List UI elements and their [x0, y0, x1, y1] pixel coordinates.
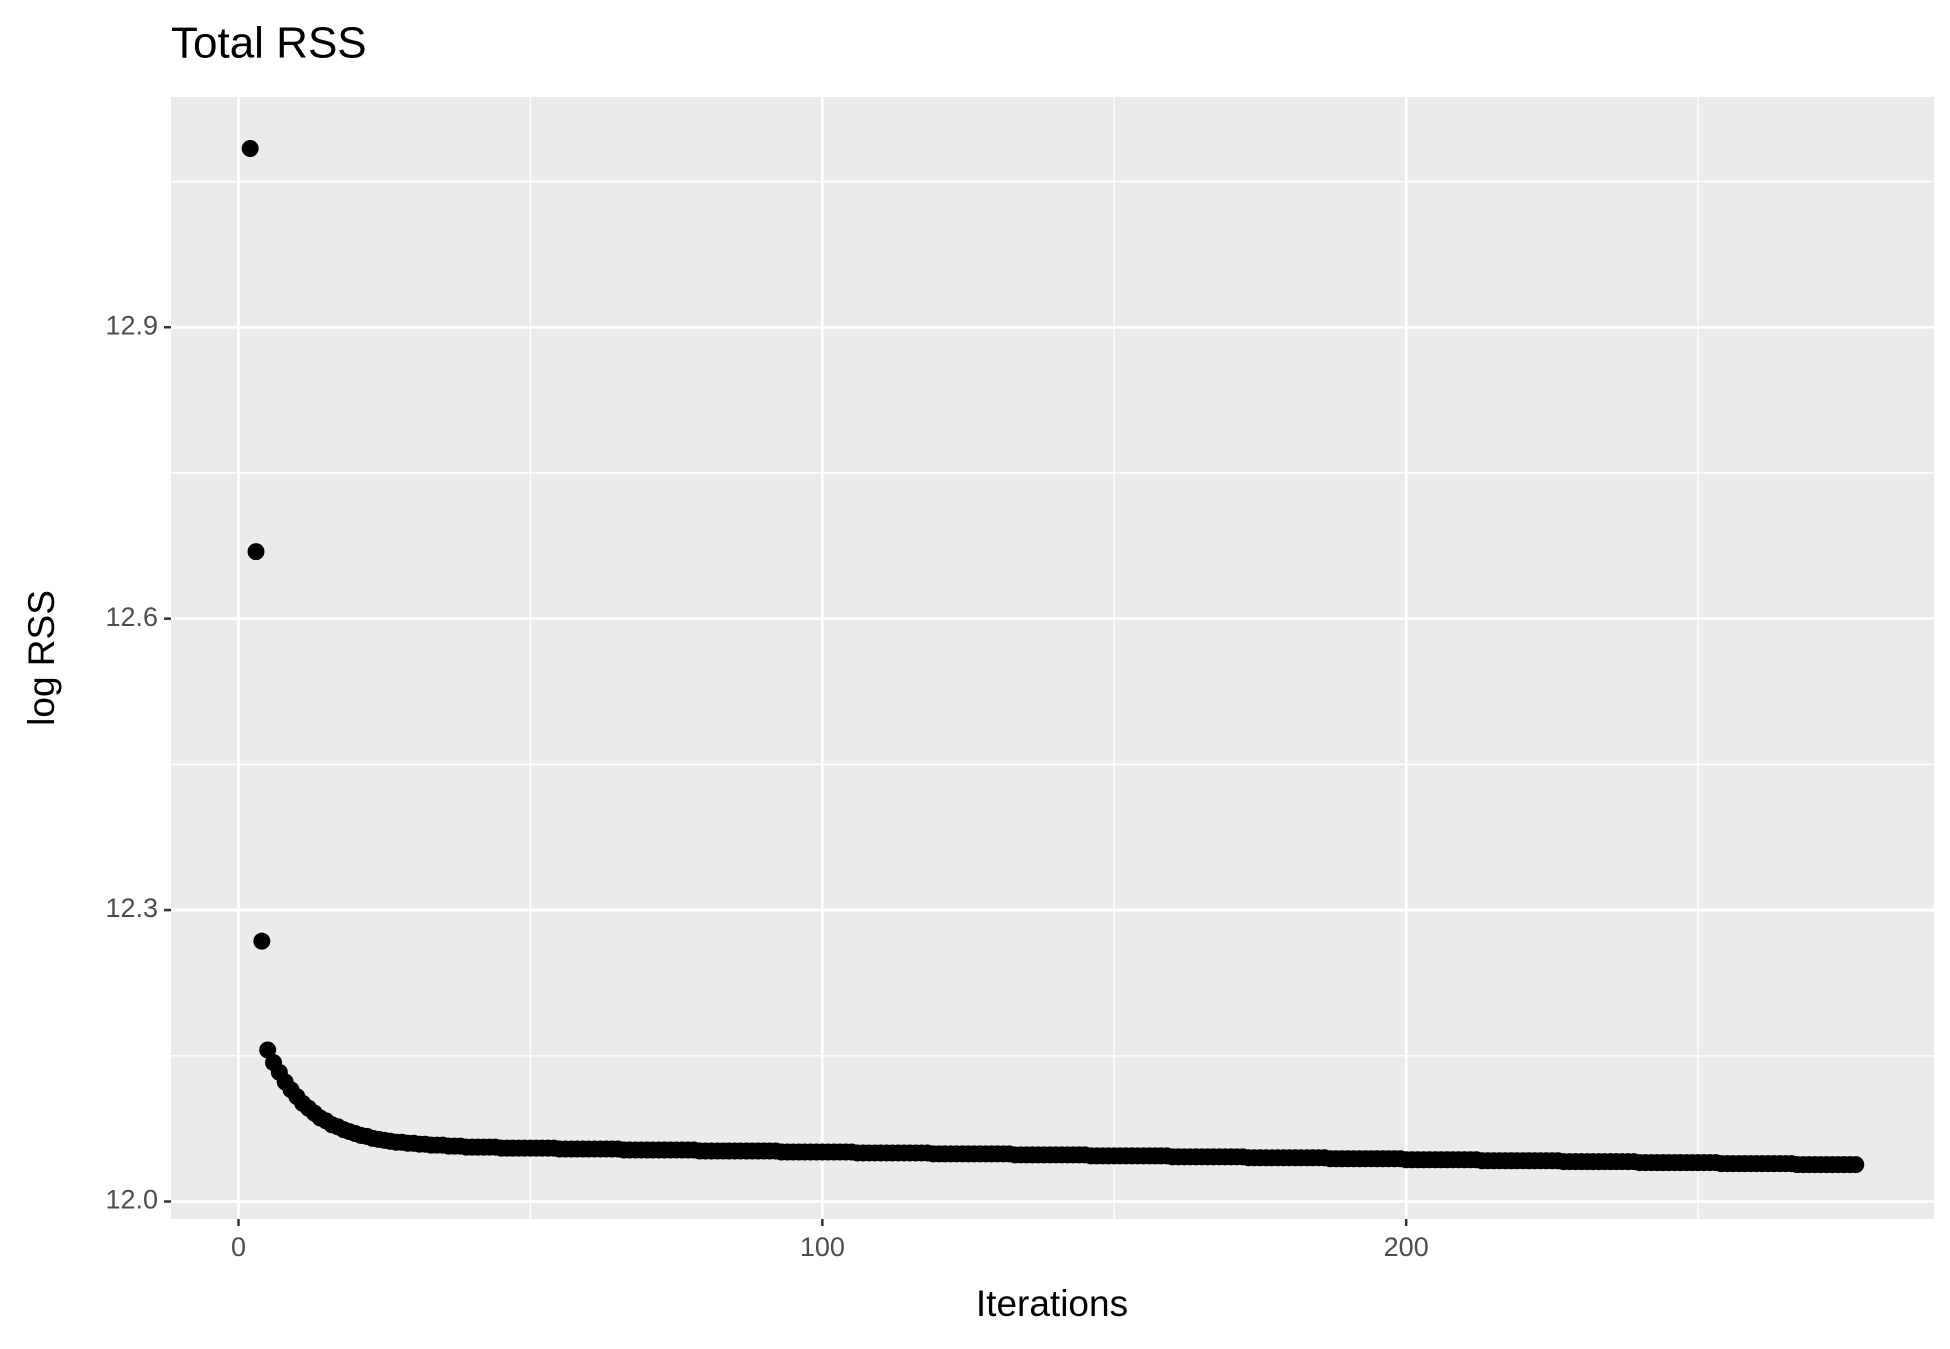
x-tick-label: 200: [1384, 1232, 1429, 1262]
point: [1847, 1156, 1865, 1174]
y-tick-label: 12.6: [105, 602, 158, 632]
panel: [171, 97, 1934, 1219]
point: [247, 543, 265, 561]
x-axis-title: Iterations: [976, 1283, 1128, 1324]
x-tick-label: 100: [800, 1232, 845, 1262]
point: [259, 1041, 277, 1059]
y-tick-label: 12.0: [105, 1185, 158, 1215]
point: [241, 139, 259, 157]
x-tick-label: 0: [231, 1232, 246, 1262]
chart-title: Total RSS: [171, 19, 367, 68]
y-axis-title: log RSS: [21, 590, 62, 726]
y-tick-label: 12.3: [105, 893, 158, 923]
point: [253, 932, 271, 950]
y-tick-label: 12.9: [105, 310, 158, 340]
